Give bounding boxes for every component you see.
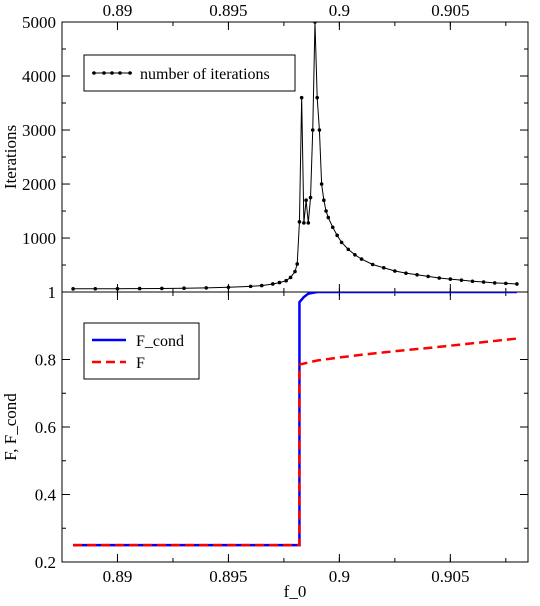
data-point: [299, 95, 304, 100]
y-tick-label: 2000: [22, 175, 56, 194]
data-point: [481, 280, 486, 284]
legend-label: F_cond: [136, 333, 184, 350]
x-tick-label: 0.9: [329, 1, 350, 20]
legend-label: F: [136, 355, 145, 372]
data-point: [459, 278, 464, 282]
y-tick-label: 0.6: [35, 418, 56, 437]
data-point: [326, 215, 331, 220]
data-point: [317, 128, 322, 132]
data-point: [353, 252, 357, 257]
data-point: [204, 286, 209, 290]
data-point: [71, 287, 75, 291]
data-point: [315, 95, 319, 100]
y-tick-label: 5000: [22, 13, 56, 32]
data-point: [93, 286, 98, 291]
data-point: [259, 283, 264, 288]
data-point: [182, 286, 186, 291]
data-point: [415, 272, 419, 277]
data-point: [295, 262, 300, 266]
legend-marker: [118, 71, 122, 75]
data-point: [393, 269, 397, 273]
data-point: [313, 22, 317, 24]
y-axis-title: F, F_cond: [1, 393, 20, 461]
data-point: [359, 257, 364, 261]
data-point: [284, 278, 288, 283]
data-point: [137, 286, 142, 291]
data-point: [437, 276, 442, 280]
y-tick-label: 0.4: [35, 486, 57, 505]
data-point: [248, 284, 253, 289]
data-point: [115, 286, 120, 291]
y-tick-label: 3000: [22, 121, 56, 140]
x-tick-label: 0.9: [329, 567, 350, 586]
x-tick-label: 0.895: [209, 1, 247, 20]
data-point: [504, 281, 508, 286]
data-point: [448, 277, 453, 281]
data-point: [293, 269, 297, 274]
data-point: [339, 240, 344, 245]
legend-marker: [102, 71, 106, 75]
data-point: [288, 275, 293, 280]
legend-marker: [110, 71, 114, 75]
series-line-f: [73, 337, 518, 547]
data-point: [324, 209, 328, 213]
data-point: [515, 282, 519, 286]
y-tick-label: 1: [48, 283, 57, 302]
series-line-number-of-iterations: [73, 22, 517, 290]
legend: number of iterations: [83, 54, 296, 92]
data-point: [470, 279, 475, 284]
data-point: [306, 221, 311, 225]
legend-label: number of iterations: [140, 66, 270, 83]
data-point: [304, 198, 308, 203]
data-point: [492, 281, 497, 285]
data-point: [160, 286, 164, 291]
y-tick-label: 1000: [22, 229, 56, 248]
data-point: [319, 182, 324, 186]
y-axis-title: Iterations: [1, 125, 20, 189]
x-tick-label: 0.905: [431, 567, 469, 586]
data-point: [346, 247, 351, 252]
data-point: [277, 280, 282, 285]
x-tick-label: 0.905: [431, 1, 469, 20]
legend-box: [83, 322, 200, 380]
data-point: [370, 262, 375, 267]
legend-marker: [92, 71, 96, 75]
data-point: [426, 274, 430, 279]
series-line-f-cond: [73, 292, 517, 547]
data-point: [226, 285, 231, 290]
data-point: [322, 198, 326, 203]
data-point: [330, 225, 335, 230]
x-tick-label: 0.89: [103, 567, 133, 586]
y-tick-label: 0.8: [35, 351, 56, 370]
x-tick-label: 0.895: [209, 567, 247, 586]
data-point: [271, 282, 275, 286]
data-point: [335, 233, 339, 238]
data-point: [308, 195, 313, 200]
x-tick-label: 0.89: [103, 1, 133, 20]
data-point: [302, 221, 306, 225]
data-point: [404, 271, 408, 275]
y-tick-label: 4000: [22, 67, 56, 86]
legend: F_cond F: [83, 322, 200, 380]
panel-top: 0.89 0.895 0.9 0.905 1 1000 2000 3000 4000 5000 It…: [1, 1, 529, 302]
data-point: [297, 220, 302, 224]
data-point: [310, 128, 315, 132]
y-tick-label: 0.2: [35, 553, 56, 572]
data-point: [381, 265, 386, 270]
legend-marker: [128, 71, 132, 75]
x-axis-title: f_0: [284, 582, 307, 601]
panel-bottom: 0.89 0.895 0.9 0.905 0.2 0.4 0.6 0.8 F, F_cond f_…: [1, 291, 529, 601]
